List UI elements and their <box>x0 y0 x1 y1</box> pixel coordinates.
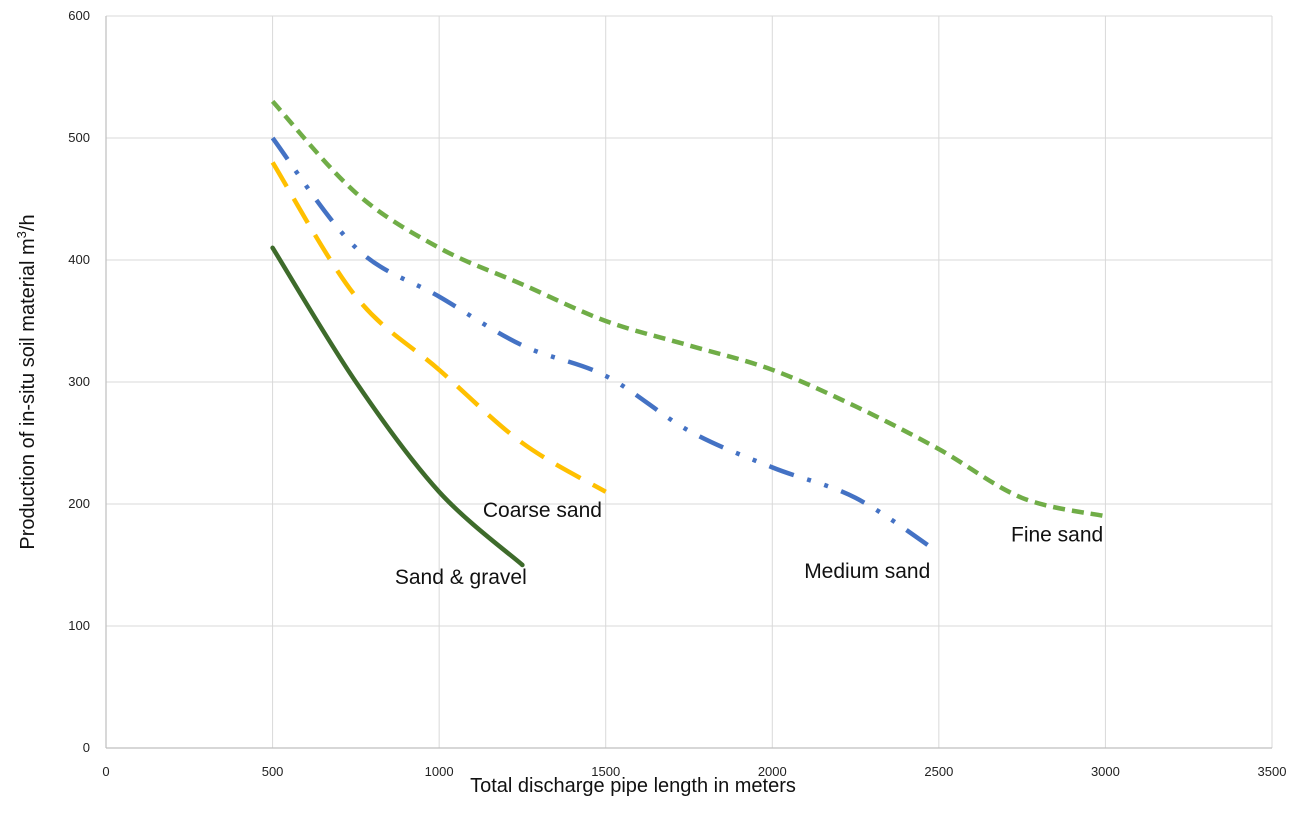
y-tick-label: 100 <box>68 618 90 633</box>
series-label-medium-sand: Medium sand <box>804 560 930 583</box>
y-tick-label: 400 <box>68 252 90 267</box>
axis-layer: 0 100 200 300 400 500 600 0 500 1000 1500 2000 2500 3… <box>68 8 1286 779</box>
series-line-fine-sand <box>270 99 1106 519</box>
y-axis-title-superscript: 3 <box>14 231 29 238</box>
x-tick-label: 3000 <box>1091 764 1120 779</box>
x-tick-label: 3500 <box>1258 764 1287 779</box>
x-tick-label: 1500 <box>591 764 620 779</box>
series-label-coarse-sand: Coarse sand <box>483 499 602 522</box>
x-axis-title: Total discharge pipe length in meters <box>470 775 796 797</box>
grid-layer <box>106 15 1273 748</box>
x-tick-label: 2000 <box>758 764 787 779</box>
x-tick-label: 1000 <box>425 764 454 779</box>
y-axis-title-suffix: /h <box>17 214 39 231</box>
x-tick-label: 2500 <box>924 764 953 779</box>
y-axis-title-main: Production of in-situ soil material m <box>17 238 39 549</box>
series-line-coarse-sand <box>270 161 607 494</box>
y-tick-label: 0 <box>83 740 90 755</box>
series-label-fine-sand: Fine sand <box>1011 524 1103 547</box>
x-tick-label: 500 <box>262 764 284 779</box>
series-line-sand-gravel <box>270 245 525 568</box>
label-layer: Sand & gravel Coarse sand Medium sand Fine … <box>395 499 1103 589</box>
series-layer <box>270 99 1106 568</box>
x-tick-label: 0 <box>102 764 109 779</box>
y-tick-label: 300 <box>68 374 90 389</box>
series-label-sand-gravel: Sand & gravel <box>395 566 527 589</box>
y-axis-title: Production of in-situ soil material m3/h <box>14 214 39 549</box>
y-tick-label: 200 <box>68 496 90 511</box>
y-tick-label: 600 <box>68 8 90 23</box>
series-line-medium-sand <box>270 136 941 555</box>
y-tick-label: 500 <box>68 130 90 145</box>
